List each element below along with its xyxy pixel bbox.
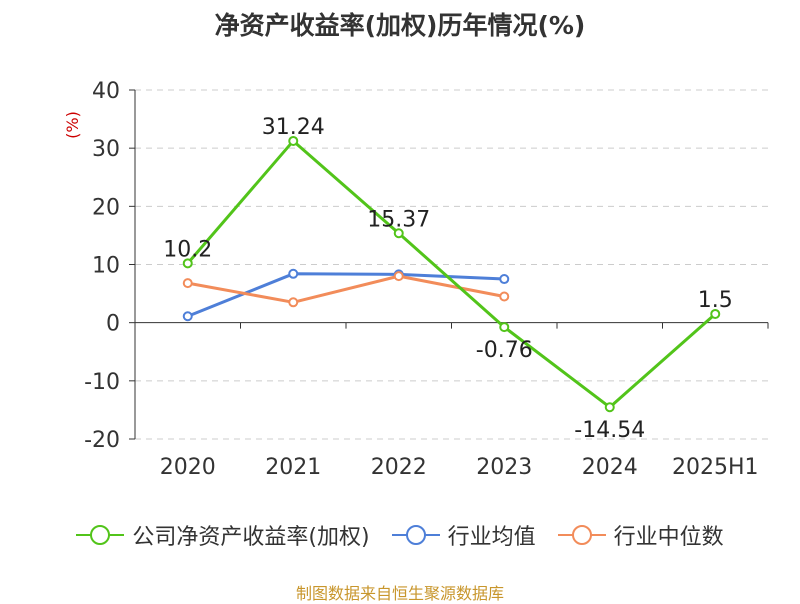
x-tick-label: 2022 (371, 455, 427, 480)
y-axis-label: (%) (63, 111, 82, 139)
axes: 40 30 20 10 0 -10 -20 2020 2021 2022 2023 2024 2025H… (84, 79, 769, 480)
series-line (187, 272, 505, 318)
data-labels: 10.2 31.24 15.37 -0.76 -14.54 1.5 (163, 115, 732, 443)
data-point (182, 311, 193, 322)
series-line (187, 274, 505, 304)
x-tick-label: 2024 (582, 455, 638, 480)
data-point (288, 135, 299, 146)
data-point (710, 308, 721, 319)
x-tick-label: 2020 (160, 455, 216, 480)
data-point (182, 258, 193, 269)
data-point (182, 278, 193, 289)
y-tick-label: 0 (106, 312, 120, 337)
series (182, 135, 721, 413)
chart-title: 净资产收益率(加权)历年情况(%) (214, 11, 586, 40)
legend-label: 公司净资产收益率(加权) (132, 525, 370, 550)
x-tick-label: 2021 (265, 455, 321, 480)
data-point (499, 274, 510, 285)
data-label: -14.54 (574, 418, 645, 443)
data-point (499, 322, 510, 333)
legend-circle (90, 525, 111, 545)
data-label: 1.5 (698, 288, 733, 313)
legend-label: 行业均值 (447, 525, 536, 550)
x-tick-label: 2025H1 (672, 455, 759, 480)
y-tick-label: -20 (84, 428, 120, 453)
y-tick-label: 20 (92, 195, 120, 220)
data-label: 15.37 (367, 207, 430, 232)
y-tick-label: -10 (84, 370, 120, 395)
legend-item[interactable]: 行业均值 (391, 519, 536, 551)
data-point (288, 268, 299, 279)
data-point (393, 228, 404, 239)
series-line (186, 139, 717, 409)
legend-circle (405, 525, 426, 545)
legend-label: 行业中位数 (613, 525, 724, 550)
data-source: 制图数据来自恒生聚源数据库 (295, 584, 504, 603)
data-point (393, 271, 404, 282)
y-tick-label: 10 (92, 254, 120, 279)
data-point (604, 402, 615, 413)
legend: 公司净资产收益率(加权) 行业均值 行业中位数 (0, 519, 800, 551)
legend-item[interactable]: 公司净资产收益率(加权) (76, 519, 370, 551)
y-tick-label: 40 (92, 79, 120, 104)
data-point (288, 297, 299, 308)
x-tick-label: 2023 (476, 455, 532, 480)
legend-circle (571, 525, 592, 545)
legend-marker-icon (391, 525, 440, 545)
data-label: 10.2 (163, 237, 212, 262)
legend-marker-icon (76, 525, 125, 545)
legend-marker-icon (557, 525, 606, 545)
data-label: 31.24 (262, 115, 325, 140)
data-label: -0.76 (476, 338, 533, 363)
grid-lines (135, 89, 768, 440)
legend-item[interactable]: 行业中位数 (557, 519, 724, 551)
data-point (499, 291, 510, 302)
y-tick-label: 30 (92, 137, 120, 162)
